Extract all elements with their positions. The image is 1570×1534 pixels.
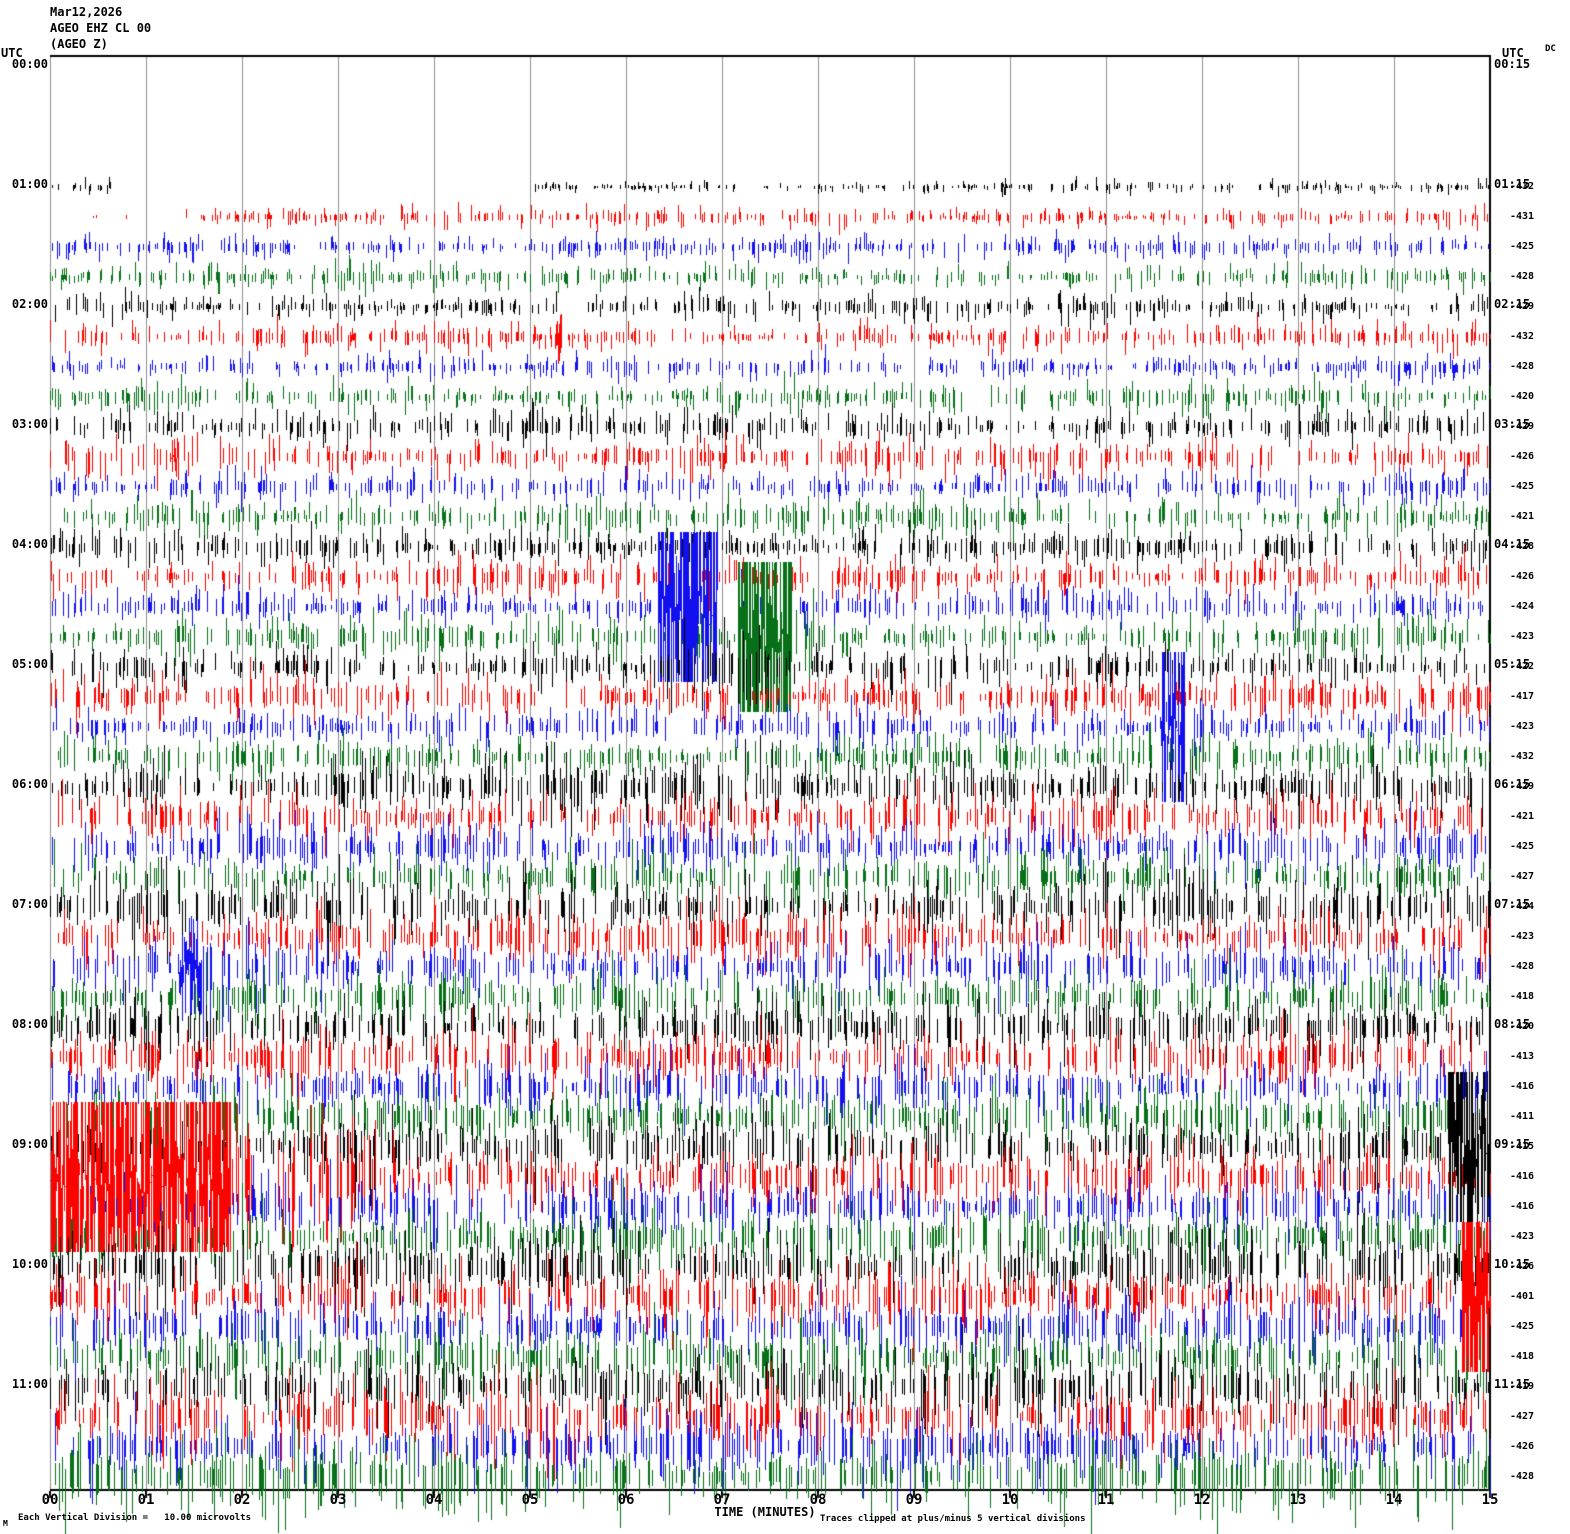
hour-label-right: 00:15 <box>1494 57 1531 71</box>
utc-right-header: UTC <box>1502 46 1524 60</box>
dc-value: -421 <box>1510 811 1535 822</box>
hour-label-left: 10:00 <box>11 1257 48 1271</box>
title-station: AGEO EHZ CL 00 <box>50 21 152 35</box>
dc-value: -427 <box>1510 1411 1535 1422</box>
dc-value: -425 <box>1510 481 1535 492</box>
hour-label-right: 01:15 <box>1494 177 1531 191</box>
x-tick-label: 11 <box>1097 1492 1115 1508</box>
dc-value: -411 <box>1510 1111 1535 1122</box>
dc-value: -427 <box>1510 871 1535 882</box>
x-tick-label: 01 <box>137 1492 155 1508</box>
dc-value: -423 <box>1510 931 1535 942</box>
x-tick-label: 14 <box>1385 1492 1403 1508</box>
x-tick-label: 03 <box>329 1492 347 1508</box>
dc-value: -422 <box>1510 661 1535 672</box>
x-tick-label: 08 <box>809 1492 827 1508</box>
x-tick-label: 05 <box>521 1492 539 1508</box>
hour-label-left: 02:00 <box>11 297 48 311</box>
dc-value: -432 <box>1510 751 1535 762</box>
hour-label-left: 01:00 <box>11 177 48 191</box>
hour-label-left: 03:00 <box>11 417 48 431</box>
dc-value: -426 <box>1510 1441 1535 1452</box>
dc-value: -429 <box>1510 301 1535 312</box>
dc-value: -416 <box>1510 1201 1535 1212</box>
hour-label-right: 05:15 <box>1494 657 1531 671</box>
dc-value: -428 <box>1510 361 1535 372</box>
x-tick-label: 04 <box>425 1492 443 1508</box>
hour-label-right: 10:15 <box>1494 1257 1531 1271</box>
dc-value: -425 <box>1510 1321 1535 1332</box>
dc-value: -421 <box>1510 511 1535 522</box>
footer-mark: M <box>3 1519 8 1528</box>
dc-value: -429 <box>1510 421 1535 432</box>
hour-label-right: 04:15 <box>1494 537 1531 551</box>
x-tick-label: 07 <box>713 1492 731 1508</box>
dc-value: -428 <box>1510 1471 1535 1482</box>
hour-label-left: 07:00 <box>11 897 48 911</box>
x-tick-label: 06 <box>617 1492 635 1508</box>
title-channel: (AGEO Z) <box>50 37 108 51</box>
dc-value: -426 <box>1510 451 1535 462</box>
hour-label-left: 06:00 <box>11 777 48 791</box>
hour-label-left: 11:00 <box>11 1377 48 1391</box>
dc-value: -417 <box>1510 691 1535 702</box>
hour-label-right: 07:15 <box>1494 897 1531 911</box>
hour-label-right: 06:15 <box>1494 777 1531 791</box>
dc-value: -432 <box>1510 331 1535 342</box>
dc-value: -413 <box>1510 1051 1535 1062</box>
dc-value: -425 <box>1510 841 1535 852</box>
dc-value: -423 <box>1510 631 1535 642</box>
dc-value: -428 <box>1510 541 1535 552</box>
dc-value: -428 <box>1510 961 1535 972</box>
footer-clip-note: Traces clipped at plus/minus 5 vertical … <box>820 1514 1086 1524</box>
title-date: Mar12,2026 <box>50 5 123 19</box>
hour-label-left: 05:00 <box>11 657 48 671</box>
dc-value: -424 <box>1510 901 1535 912</box>
dc-value: -424 <box>1510 601 1535 612</box>
hour-label-right: 02:15 <box>1494 297 1531 311</box>
dc-value: -416 <box>1510 1171 1535 1182</box>
dc-value: -429 <box>1510 781 1535 792</box>
hour-label-right: 09:15 <box>1494 1137 1531 1151</box>
dc-value: -418 <box>1510 1351 1535 1362</box>
dc-value: -415 <box>1510 1141 1535 1152</box>
dc-value: -420 <box>1510 391 1535 402</box>
dc-value: -425 <box>1510 241 1535 252</box>
hour-label-left: 04:00 <box>11 537 48 551</box>
hour-label-right: 11:15 <box>1494 1377 1531 1391</box>
hour-label-right: 03:15 <box>1494 417 1531 431</box>
dc-value: -426 <box>1510 571 1535 582</box>
hour-label-left: 00:00 <box>11 57 48 71</box>
dc-header: DC <box>1545 44 1556 54</box>
x-axis-title: TIME (MINUTES) <box>714 1505 816 1519</box>
x-tick-label: 12 <box>1193 1492 1211 1508</box>
dc-value: -418 <box>1510 991 1535 1002</box>
x-tick-label: 00 <box>41 1492 59 1508</box>
dc-value: -416 <box>1510 1081 1535 1092</box>
dc-value: -423 <box>1510 721 1535 732</box>
x-tick-label: 13 <box>1289 1492 1307 1508</box>
hour-label-left: 09:00 <box>11 1137 48 1151</box>
hour-label-left: 08:00 <box>11 1017 48 1031</box>
footer-scale-note: Each Vertical Division = 10.00 microvolt… <box>18 1513 251 1523</box>
dc-value: -419 <box>1510 1381 1535 1392</box>
dc-value: -401 <box>1510 1291 1535 1302</box>
x-tick-label: 09 <box>905 1492 923 1508</box>
dc-value: -426 <box>1510 1261 1535 1272</box>
dc-value: -431 <box>1510 211 1535 222</box>
x-tick-label: 10 <box>1001 1492 1019 1508</box>
utc-left-header: UTC <box>1 46 23 60</box>
dc-value: -420 <box>1510 1021 1535 1032</box>
dc-value: -423 <box>1510 1231 1535 1242</box>
x-tick-label: 02 <box>233 1492 251 1508</box>
x-tick-label: 15 <box>1481 1492 1499 1508</box>
dc-value: -432 <box>1510 181 1535 192</box>
hour-label-right: 08:15 <box>1494 1017 1531 1031</box>
dc-value: -428 <box>1510 271 1535 282</box>
